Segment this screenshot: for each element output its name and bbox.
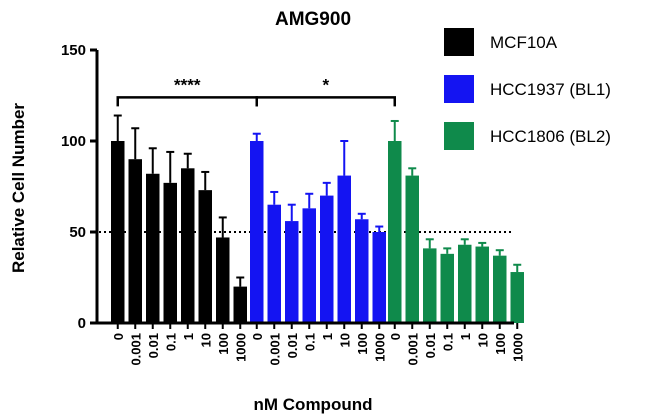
bar	[163, 182, 177, 323]
bar	[233, 286, 247, 323]
bar	[250, 141, 264, 323]
bar	[302, 208, 316, 323]
x-tick-label: 0.1	[440, 333, 455, 351]
y-tick-label: 0	[78, 315, 86, 332]
x-tick-label: 100	[355, 333, 370, 355]
x-tick-label: 0	[111, 333, 126, 340]
x-tick-label: 1	[320, 333, 335, 340]
x-tick-label: 100	[493, 333, 508, 355]
bar	[475, 246, 489, 323]
legend-swatch	[444, 28, 474, 56]
x-tick-label: 1000	[510, 333, 525, 362]
legend-label: MCF10A	[490, 33, 558, 52]
bar	[216, 237, 230, 323]
x-tick-label: 0.01	[285, 333, 300, 358]
x-tick-label: 0.1	[163, 333, 178, 351]
legend-swatch	[444, 75, 474, 103]
x-tick-label: 0	[250, 333, 265, 340]
significance-bracket	[255, 96, 396, 107]
y-tick-label: 150	[61, 42, 86, 59]
x-tick-label: 1000	[372, 333, 387, 362]
x-tick-label: 0.001	[267, 333, 282, 366]
bar	[355, 219, 369, 323]
x-tick-label: 10	[198, 333, 213, 347]
x-tick-label: 1	[458, 333, 473, 340]
bar	[405, 175, 419, 323]
x-tick-label: 0.1	[302, 333, 317, 351]
x-tick-label: 0.01	[423, 333, 438, 358]
legend-label: HCC1806 (BL2)	[490, 127, 611, 146]
bar	[440, 253, 454, 323]
y-tick-label: 100	[61, 133, 86, 150]
y-axis-label: Relative Cell Number	[9, 103, 28, 273]
bar	[198, 190, 212, 323]
x-tick-label: 10	[475, 333, 490, 347]
bar	[388, 141, 402, 323]
significance-label: ****	[174, 75, 201, 94]
bar	[111, 141, 125, 323]
bar	[423, 248, 437, 323]
bar	[372, 232, 386, 323]
significance-bracket	[116, 96, 258, 107]
bar	[128, 159, 142, 323]
legend-label: HCC1937 (BL1)	[490, 80, 611, 99]
x-tick-label: 100	[216, 333, 231, 355]
bar	[493, 255, 507, 323]
bar	[181, 168, 195, 323]
x-tick-label: 1000	[233, 333, 248, 362]
x-tick-label: 0.001	[128, 333, 143, 366]
x-tick-label: 0.01	[146, 333, 161, 358]
bar	[320, 195, 334, 323]
x-tick-label: 10	[337, 333, 352, 347]
bar	[267, 204, 281, 323]
bar	[285, 221, 299, 323]
bar	[458, 244, 472, 323]
legend: MCF10A HCC1937 (BL1) HCC1806 (BL2)	[444, 28, 611, 150]
bar	[337, 175, 351, 323]
significance-label: *	[322, 75, 329, 94]
x-tick-label: 1	[181, 333, 196, 340]
chart-title: AMG900	[275, 9, 351, 30]
bar	[510, 272, 524, 323]
x-tick-label: 0.001	[405, 333, 420, 366]
x-tick-label: 0	[388, 333, 403, 340]
bar	[146, 173, 160, 323]
x-axis-label: nM Compound	[254, 395, 373, 414]
y-tick-label: 50	[69, 224, 86, 241]
legend-swatch	[444, 122, 474, 150]
